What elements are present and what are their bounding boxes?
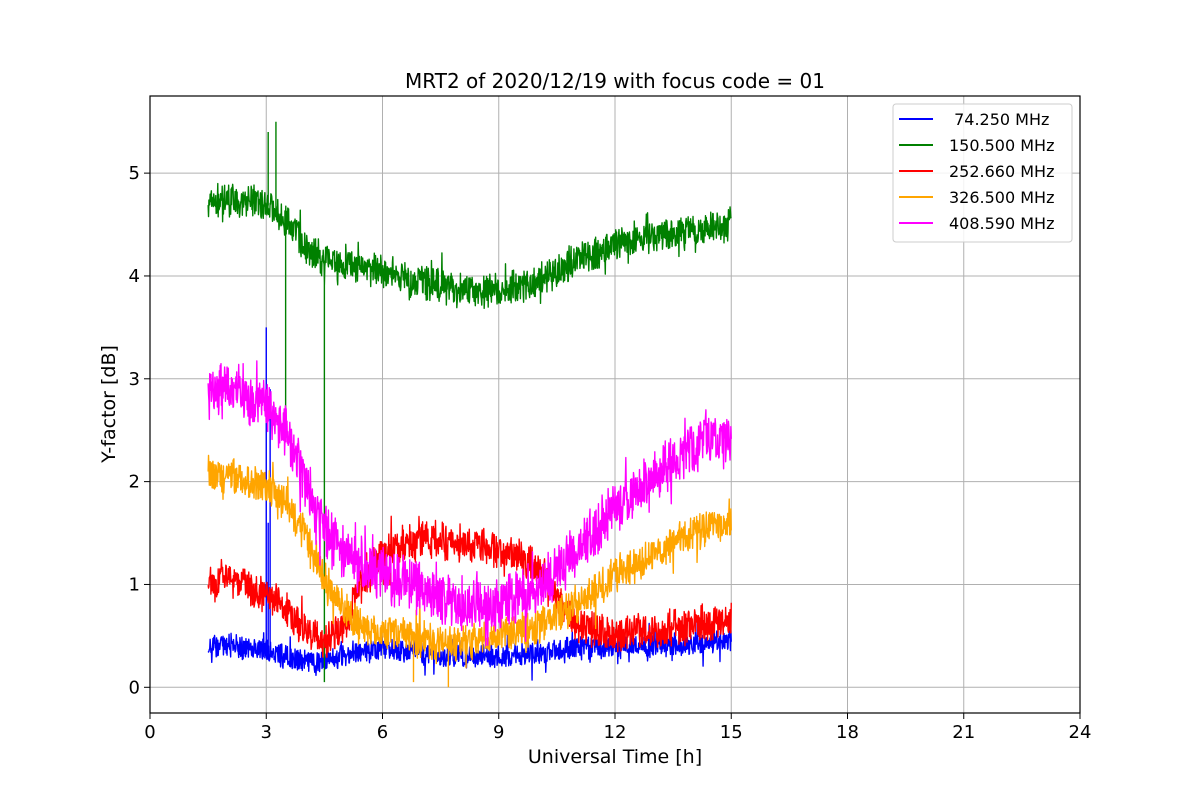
- x-tick-label: 15: [720, 722, 743, 743]
- y-tick-label: 4: [129, 266, 140, 287]
- y-tick-label: 0: [129, 677, 140, 698]
- y-tick-label: 5: [129, 163, 140, 184]
- x-tick-label: 6: [377, 722, 388, 743]
- series-line-408-590-mhz: [207, 360, 732, 647]
- x-tick-label: 9: [493, 722, 504, 743]
- y-tick-label: 3: [129, 369, 140, 390]
- legend: 74.250 MHz 150.500 MHz 252.660 MHz 326.500 …: [892, 103, 1073, 243]
- legend-label: 74.250 MHz: [949, 110, 1049, 129]
- legend-label: 252.660 MHz: [949, 162, 1054, 181]
- x-tick-label: 24: [1069, 722, 1092, 743]
- legend-label: 150.500 MHz: [949, 136, 1054, 155]
- series-line-150-500-mhz: [207, 121, 732, 683]
- y-tick-label: 2: [129, 472, 140, 493]
- legend-label: 326.500 MHz: [949, 188, 1054, 207]
- x-tick-label: 3: [261, 722, 272, 743]
- chart-title: MRT2 of 2020/12/19 with focus code = 01: [405, 69, 825, 93]
- series-line-326-500-mhz: [207, 454, 732, 688]
- series-line-252-660-mhz: [207, 515, 732, 658]
- y-tick-label: 1: [129, 574, 140, 595]
- x-tick-label: 21: [952, 722, 975, 743]
- legend-box: [892, 103, 1073, 243]
- y-axis-label: Y-factor [dB]: [98, 345, 120, 464]
- legend-label: 408.590 MHz: [949, 214, 1054, 233]
- x-tick-label: 12: [604, 722, 627, 743]
- x-axis-label: Universal Time [h]: [528, 746, 702, 768]
- x-tick-label: 0: [144, 722, 155, 743]
- x-tick-label: 18: [836, 722, 859, 743]
- plot-area: [207, 121, 732, 688]
